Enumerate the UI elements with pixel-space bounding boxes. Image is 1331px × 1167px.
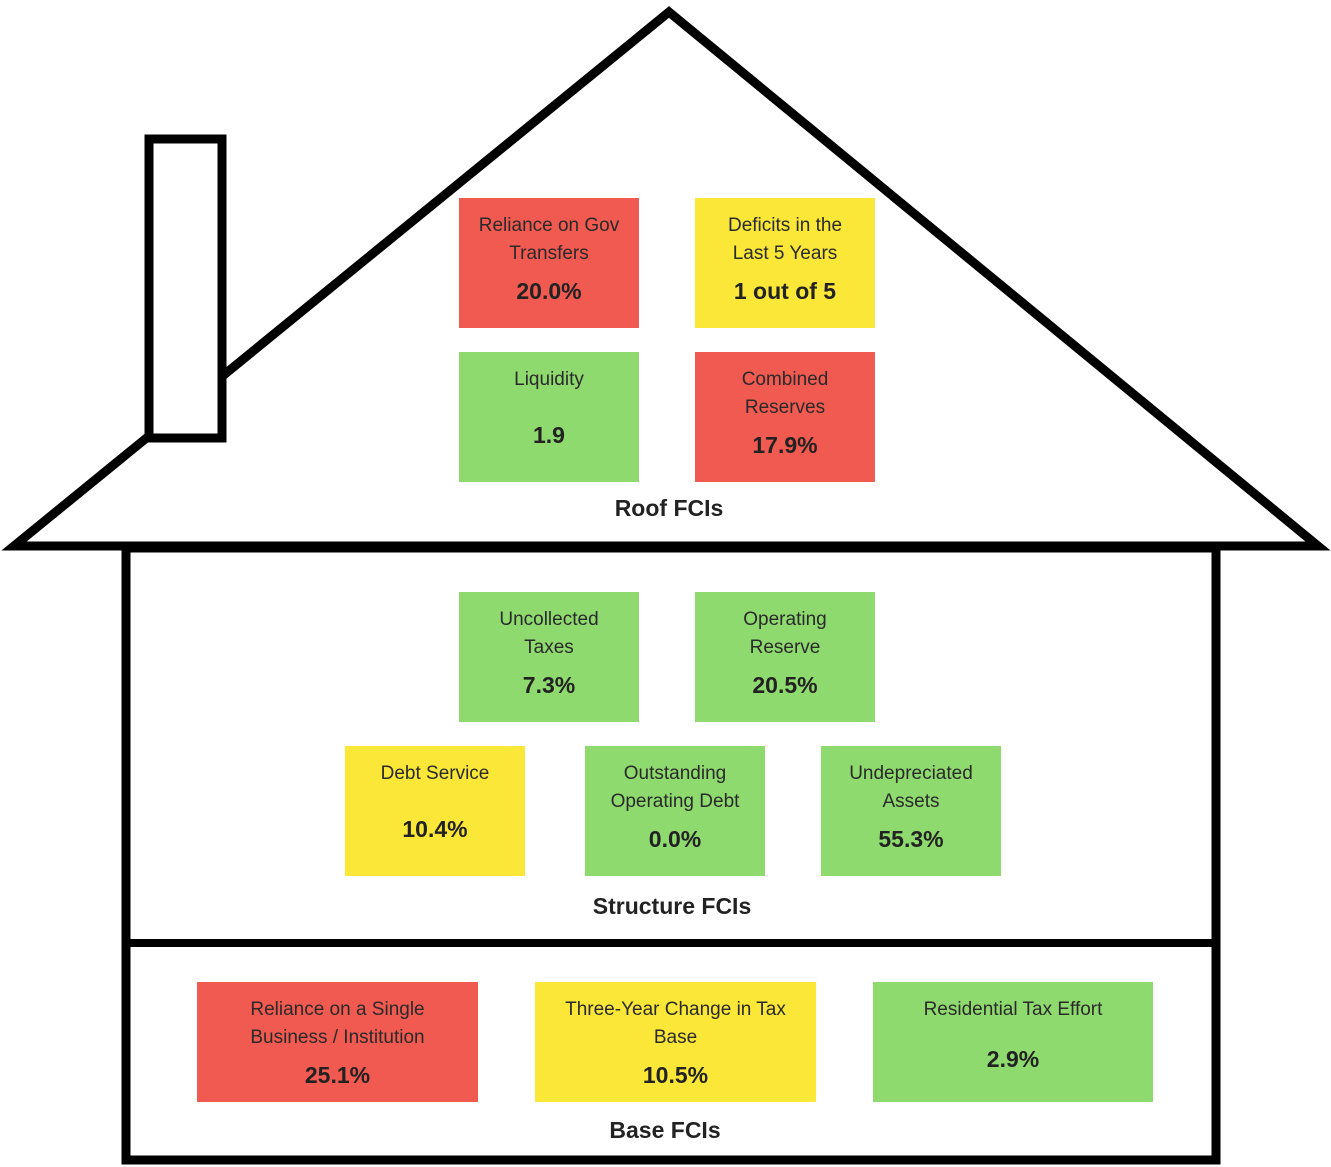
- card-label: Debt Service: [380, 763, 490, 784]
- card-deficits-last-5-years: Deficits in the Last 5 Years 1 out of 5: [695, 198, 875, 328]
- card-label: Uncollected Taxes: [499, 609, 599, 658]
- card-liquidity: Liquidity 1.9: [459, 352, 639, 482]
- card-label: Three-Year Change in Tax Base: [565, 999, 786, 1048]
- base-section-title: Base FCIs: [609, 1117, 721, 1143]
- card-label: Combined Reserves: [741, 369, 829, 418]
- card-label: Reliance on Gov Transfers: [478, 215, 620, 264]
- card-value: 1.9: [533, 422, 565, 448]
- card-value: 55.3%: [878, 826, 944, 852]
- card-operating-reserve: Operating Reserve 20.5%: [695, 592, 875, 722]
- card-three-year-change-tax-base: Three-Year Change in Tax Base 10.5%: [535, 982, 816, 1102]
- card-outstanding-operating-debt: Outstanding Operating Debt 0.0%: [585, 746, 765, 876]
- card-label: Liquidity: [514, 369, 584, 390]
- card-value: 20.5%: [752, 672, 818, 698]
- card-undepreciated-assets: Undepreciated Assets 55.3%: [821, 746, 1001, 876]
- card-label: Reliance on a Single Business / Institut…: [250, 999, 425, 1048]
- card-value: 17.9%: [752, 432, 818, 458]
- card-label: Undepreciated Assets: [849, 763, 973, 812]
- card-debt-service: Debt Service 10.4%: [345, 746, 525, 876]
- card-reliance-on-gov-transfers: Reliance on Gov Transfers 20.0%: [459, 198, 639, 328]
- card-residential-tax-effort: Residential Tax Effort 2.9%: [873, 982, 1153, 1102]
- card-value: 1 out of 5: [733, 278, 837, 304]
- card-label: Deficits in the Last 5 Years: [727, 215, 843, 264]
- card-label: Outstanding Operating Debt: [610, 763, 740, 812]
- roof-section-title: Roof FCIs: [614, 495, 724, 521]
- card-value: 0.0%: [648, 826, 702, 852]
- card-combined-reserves: Combined Reserves 17.9%: [695, 352, 875, 482]
- card-value: 2.9%: [986, 1046, 1040, 1072]
- card-reliance-single-business: Reliance on a Single Business / Institut…: [197, 982, 478, 1102]
- card-label: Residential Tax Effort: [923, 999, 1103, 1020]
- card-value: 7.3%: [522, 672, 576, 698]
- chimney: [144, 134, 227, 443]
- card-label: Operating Reserve: [743, 609, 827, 658]
- card-value: 10.5%: [642, 1062, 709, 1088]
- structure-section-title: Structure FCIs: [592, 893, 752, 919]
- card-uncollected-taxes: Uncollected Taxes 7.3%: [459, 592, 639, 722]
- card-value: 10.4%: [402, 816, 468, 842]
- card-value: 25.1%: [304, 1062, 371, 1088]
- card-value: 20.0%: [516, 278, 582, 304]
